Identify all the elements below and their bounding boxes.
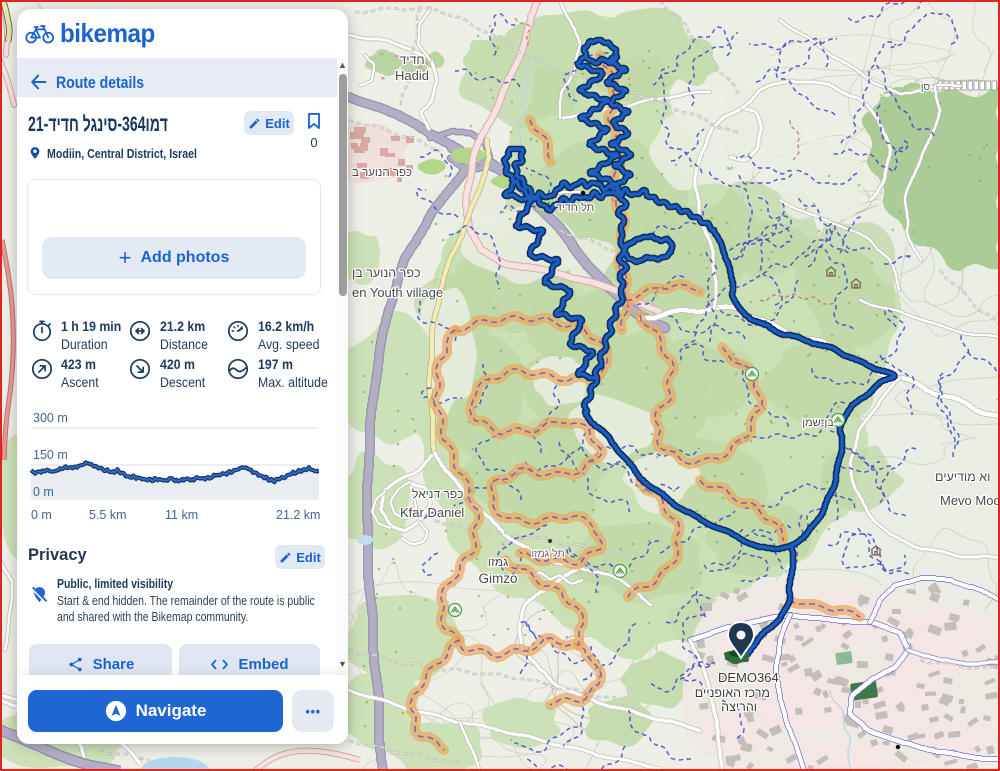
svg-text:תל חדיד: תל חדיד	[556, 201, 595, 214]
svg-text:בן-שמן: בן-שמן	[802, 417, 834, 429]
svg-text:כפר הנוער בן: כפר הנוער בן	[352, 266, 421, 280]
svg-text:Kfar Daniel: Kfar Daniel	[400, 505, 464, 520]
svg-text:Mevo Modi: Mevo Modi	[940, 493, 1000, 508]
svg-text:Hadid: Hadid	[395, 68, 429, 83]
svg-text:וא מודיעים: וא מודיעים	[935, 470, 990, 484]
svg-text:Gimzo: Gimzo	[478, 571, 517, 586]
svg-text:והריצה: והריצה	[721, 700, 757, 714]
svg-text:סן: סן	[921, 82, 931, 93]
svg-text:כפר הנוער ב: כפר הנוער ב	[352, 167, 412, 179]
svg-text:en Youth village: en Youth village	[352, 285, 443, 300]
svg-text:חדיד: חדיד	[399, 53, 424, 67]
svg-text:מרכז האופניים: מרכז האופניים	[695, 686, 770, 700]
svg-text:כפר דניאל: כפר דניאל	[412, 487, 463, 501]
svg-text:תל גמזו: תל גמזו	[531, 548, 564, 560]
svg-text:גמזו: גמזו	[488, 555, 508, 569]
svg-text:DEMO364: DEMO364	[718, 670, 779, 685]
